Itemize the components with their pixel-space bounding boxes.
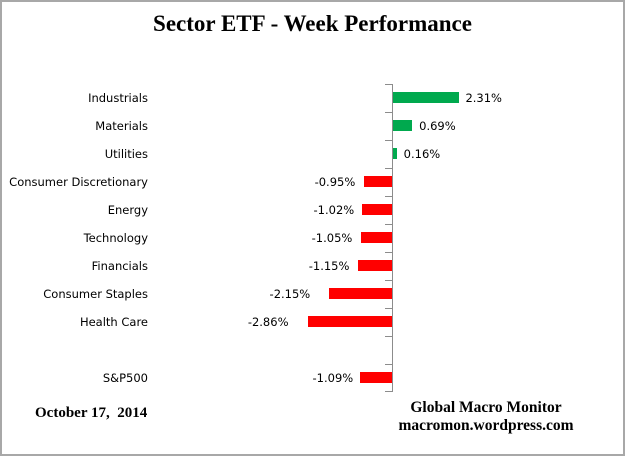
chart-row: Energy -1.02% (2, 196, 623, 224)
brand-url: macromon.wordpress.com (398, 417, 574, 434)
value-label-technology: -1.05% (311, 231, 353, 245)
axis-tick (385, 168, 392, 169)
value-label-energy: -1.02% (313, 203, 355, 217)
bar-consumer-staples (329, 288, 392, 299)
category-axis (392, 84, 393, 392)
axis-tick (385, 112, 392, 113)
bar-s-p500 (360, 372, 392, 383)
category-label-utilities: Utilities (104, 147, 148, 161)
category-label-technology: Technology (83, 231, 148, 245)
chart-row: Materials 0.69% (2, 112, 623, 140)
axis-tick (385, 224, 392, 225)
axis-tick (385, 252, 392, 253)
bar-financials (358, 260, 392, 271)
chart-row: Industrials 2.31% (2, 84, 623, 112)
bar-energy (362, 204, 392, 215)
bar-consumer-discretionary (364, 176, 392, 187)
category-label-industrials: Industrials (88, 91, 148, 105)
bar-materials (392, 120, 413, 131)
chart-row: Consumer Staples -2.15% (2, 280, 623, 308)
value-label-consumer-discretionary: -0.95% (314, 175, 356, 189)
value-label-consumer-staples: -2.15% (269, 287, 311, 301)
chart-row: Utilities 0.16% (2, 140, 623, 168)
axis-tick (385, 336, 392, 337)
axis-tick (385, 140, 392, 141)
category-label-s-p500: S&P500 (102, 371, 148, 385)
category-label-consumer-discretionary: Consumer Discretionary (9, 175, 148, 189)
category-label-energy: Energy (107, 203, 148, 217)
category-label-consumer-staples: Consumer Staples (43, 287, 148, 301)
bar-utilities (392, 148, 397, 159)
value-label-financials: -1.15% (308, 259, 350, 273)
chart-row: Technology -1.05% (2, 224, 623, 252)
bar-industrials (392, 92, 460, 103)
bar-chart: Industrials 2.31% Materials 0.69% Utilities 0… (2, 84, 623, 392)
axis-tick (385, 196, 392, 197)
value-label-health-care: -2.86% (247, 315, 289, 329)
chart-row: Financials -1.15% (2, 252, 623, 280)
axis-tick (385, 308, 392, 309)
date-label: October 17, 2014 (35, 405, 148, 421)
brand-name: Global Macro Monitor (410, 399, 562, 416)
chart-row: Consumer Discretionary -0.95% (2, 168, 623, 196)
brand-block: Global Macro Monitor macromon.wordpress.… (366, 399, 606, 435)
value-label-industrials: 2.31% (465, 91, 502, 105)
category-label-financials: Financials (91, 259, 148, 273)
axis-tick (385, 364, 392, 365)
value-label-materials: 0.69% (419, 119, 456, 133)
value-label-s-p500: -1.09% (312, 371, 354, 385)
chart-row: Health Care -2.86% (2, 308, 623, 336)
axis-tick (385, 391, 392, 392)
bar-health-care (308, 316, 392, 327)
category-label-health-care: Health Care (79, 315, 148, 329)
value-label-utilities: 0.16% (403, 147, 441, 161)
chart-title: Sector ETF - Week Performance (153, 11, 472, 36)
bar-technology (361, 232, 392, 243)
category-label-materials: Materials (95, 119, 148, 133)
axis-tick (385, 280, 392, 281)
chart-row (2, 336, 623, 364)
axis-tick (385, 84, 392, 85)
chart-row: S&P500 -1.09% (2, 364, 623, 392)
